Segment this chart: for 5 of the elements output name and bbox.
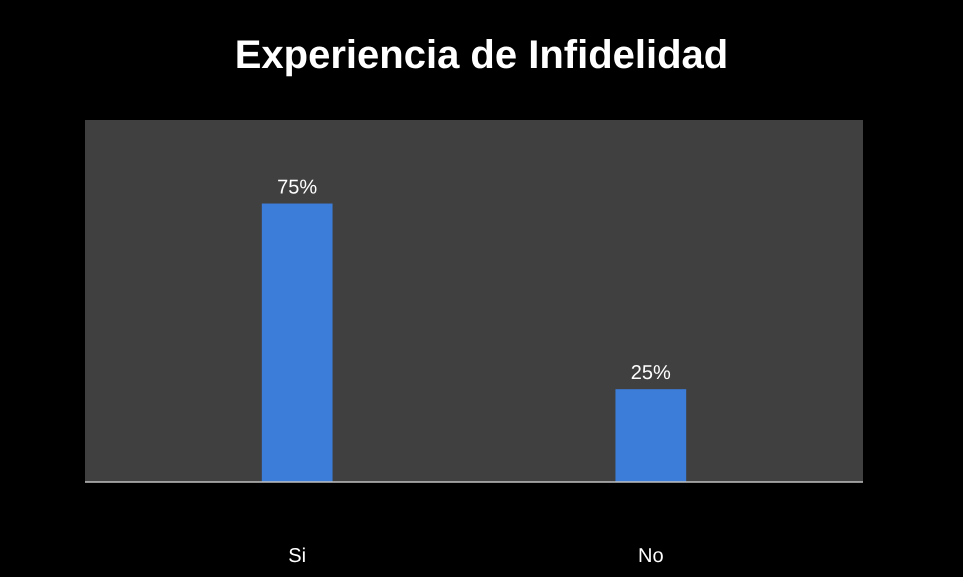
- chart-title: Experiencia de Infidelidad: [234, 33, 728, 77]
- x-tick-label: Si: [288, 545, 306, 567]
- x-tick-label: No: [638, 545, 664, 567]
- data-label: 25%: [630, 362, 672, 384]
- data-label: 75%: [277, 176, 318, 199]
